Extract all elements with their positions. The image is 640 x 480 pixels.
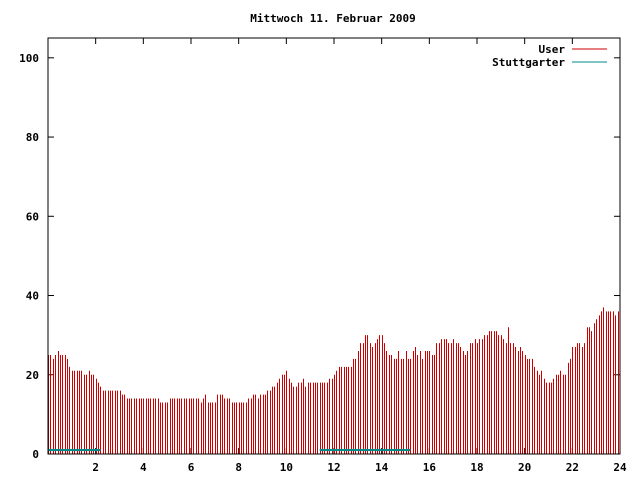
y-tick-label: 0	[32, 448, 39, 461]
y-tick-label: 20	[26, 369, 39, 382]
y-tick-label: 80	[26, 131, 39, 144]
x-tick-label: 24	[613, 461, 627, 474]
x-tick-label: 12	[327, 461, 340, 474]
legend: User Stuttgarter	[492, 43, 607, 69]
x-tick-label: 8	[235, 461, 242, 474]
x-tick-label: 10	[280, 461, 293, 474]
x-tick-label: 2	[92, 461, 99, 474]
x-tick-label: 6	[188, 461, 195, 474]
x-tick-label: 14	[375, 461, 389, 474]
legend-label-user: User	[539, 43, 566, 56]
x-tick-label: 22	[566, 461, 579, 474]
plot-frame	[47, 37, 621, 455]
y-ticks: 0 20 40 60 80 100	[19, 52, 620, 461]
x-tick-label: 18	[470, 461, 483, 474]
x-tick-label: 20	[518, 461, 531, 474]
user-series	[48, 307, 619, 454]
y-tick-label: 100	[19, 52, 39, 65]
x-tick-label: 16	[423, 461, 437, 474]
legend-label-stuttgarter: Stuttgarter	[492, 56, 565, 69]
y-tick-label: 40	[26, 290, 39, 303]
chart-title: Mittwoch 11. Februar 2009	[250, 12, 416, 25]
y-tick-label: 60	[26, 210, 39, 223]
x-tick-label: 4	[140, 461, 147, 474]
